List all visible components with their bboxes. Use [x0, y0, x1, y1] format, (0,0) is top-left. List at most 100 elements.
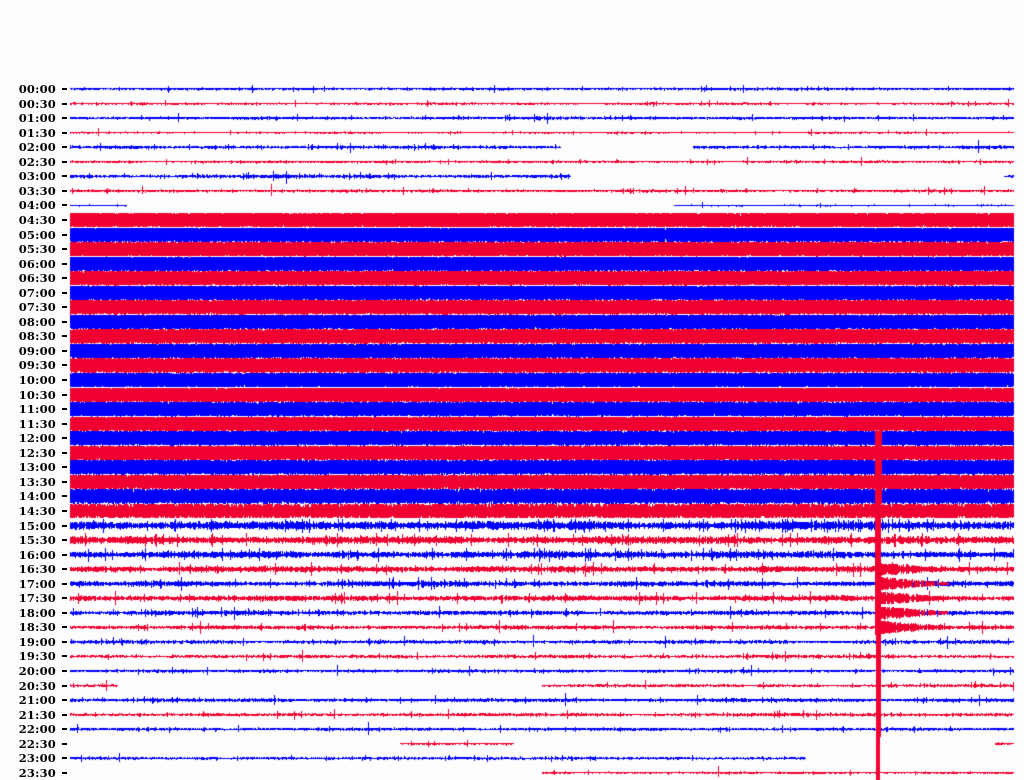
time-tick [62, 408, 67, 410]
time-tick [62, 364, 67, 366]
time-label: 10:30 [19, 390, 56, 400]
time-label: 00:00 [19, 84, 56, 94]
time-label: 18:30 [19, 622, 56, 632]
time-label: 05:30 [19, 244, 56, 254]
seismogram-canvas [0, 0, 1024, 780]
time-label: 20:30 [19, 681, 56, 691]
time-tick [62, 146, 67, 148]
time-tick [62, 321, 67, 323]
time-tick [62, 539, 67, 541]
time-label: 01:00 [19, 113, 56, 123]
time-tick [62, 641, 67, 643]
time-label: 06:00 [19, 259, 56, 269]
time-tick [62, 204, 67, 206]
time-label: 01:30 [19, 128, 56, 138]
time-axis: 00:00 00:30 01:00 01:30 02:00 02:30 03:00 03:30… [0, 0, 70, 780]
time-label: 11:00 [19, 404, 56, 414]
time-label: 04:30 [19, 215, 56, 225]
time-label: 21:30 [19, 710, 56, 720]
time-tick [62, 219, 67, 221]
time-tick [62, 452, 67, 454]
time-tick [62, 495, 67, 497]
time-tick [62, 277, 67, 279]
time-tick [62, 335, 67, 337]
time-tick [62, 306, 67, 308]
time-tick [62, 757, 67, 759]
time-tick [62, 597, 67, 599]
time-label: 09:00 [19, 346, 56, 356]
time-label: 13:00 [19, 462, 56, 472]
time-label: 14:30 [19, 506, 56, 516]
time-label: 19:00 [19, 637, 56, 647]
time-tick [62, 525, 67, 527]
time-label: 02:30 [19, 157, 56, 167]
time-tick [62, 117, 67, 119]
time-label: 22:00 [19, 724, 56, 734]
time-label: 04:00 [19, 200, 56, 210]
time-tick [62, 88, 67, 90]
time-tick [62, 190, 67, 192]
time-label: 06:30 [19, 273, 56, 283]
time-label: 23:00 [19, 753, 56, 763]
time-tick [62, 379, 67, 381]
time-label: 15:30 [19, 535, 56, 545]
time-label: 11:30 [19, 419, 56, 429]
time-label: 08:30 [19, 331, 56, 341]
time-label: 08:00 [19, 317, 56, 327]
time-label: 12:00 [19, 433, 56, 443]
time-label: 18:00 [19, 608, 56, 618]
time-tick [62, 568, 67, 570]
time-label: 19:30 [19, 651, 56, 661]
time-label: 09:30 [19, 360, 56, 370]
time-label: 03:30 [19, 186, 56, 196]
time-label: 07:00 [19, 288, 56, 298]
time-label: 15:00 [19, 521, 56, 531]
time-tick [62, 394, 67, 396]
time-label: 03:00 [19, 171, 56, 181]
time-tick [62, 510, 67, 512]
time-tick [62, 437, 67, 439]
time-tick [62, 292, 67, 294]
time-tick [62, 481, 67, 483]
helicorder-page: HA Psaromita Applied filter: WWSSN-SP 20… [0, 0, 1024, 780]
time-tick [62, 583, 67, 585]
time-label: 07:30 [19, 302, 56, 312]
time-label: 02:00 [19, 142, 56, 152]
time-tick [62, 161, 67, 163]
time-tick [62, 743, 67, 745]
time-label: 17:30 [19, 593, 56, 603]
seismogram-plot [0, 0, 1024, 780]
time-label: 16:00 [19, 550, 56, 560]
time-tick [62, 772, 67, 774]
time-label: 22:30 [19, 739, 56, 749]
time-label: 10:00 [19, 375, 56, 385]
time-tick [62, 728, 67, 730]
time-tick [62, 612, 67, 614]
time-tick [62, 234, 67, 236]
time-label: 17:00 [19, 579, 56, 589]
time-label: 12:30 [19, 448, 56, 458]
time-tick [62, 655, 67, 657]
time-tick [62, 350, 67, 352]
time-tick [62, 685, 67, 687]
time-label: 20:00 [19, 666, 56, 676]
time-tick [62, 263, 67, 265]
time-tick [62, 714, 67, 716]
time-tick [62, 175, 67, 177]
time-tick [62, 423, 67, 425]
time-label: 13:30 [19, 477, 56, 487]
time-tick [62, 466, 67, 468]
time-tick [62, 248, 67, 250]
time-tick [62, 699, 67, 701]
time-label: 21:00 [19, 695, 56, 705]
time-label: 14:00 [19, 491, 56, 501]
time-label: 23:30 [19, 768, 56, 778]
time-label: 05:00 [19, 230, 56, 240]
time-label: 16:30 [19, 564, 56, 574]
time-label: 00:30 [19, 99, 56, 109]
time-tick [62, 670, 67, 672]
time-tick [62, 626, 67, 628]
time-tick [62, 554, 67, 556]
time-tick [62, 103, 67, 105]
time-tick [62, 132, 67, 134]
